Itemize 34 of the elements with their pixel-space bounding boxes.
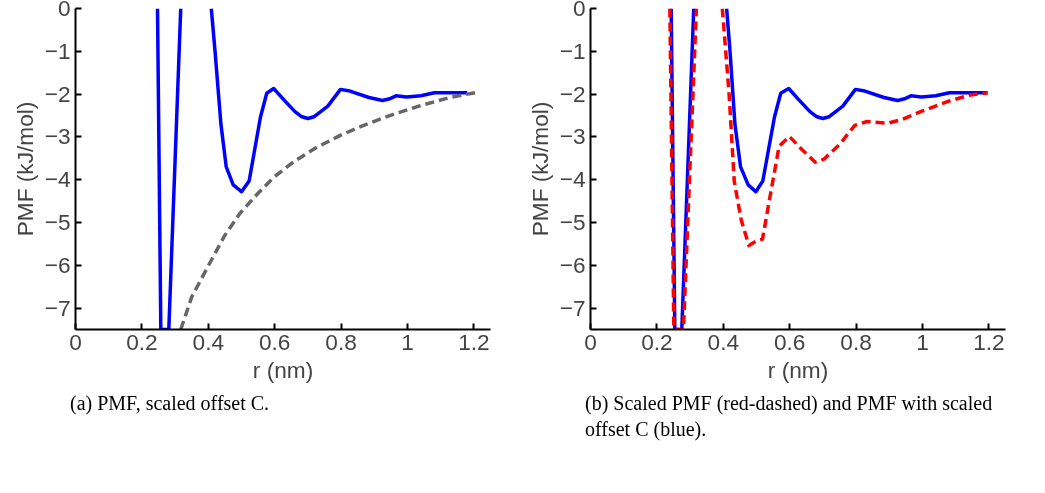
y-tick-label: −1: [44, 37, 71, 64]
y-tick-label: −3: [44, 123, 71, 150]
x-tick-label: 0.4: [192, 328, 225, 355]
y-tick-label: −4: [44, 166, 71, 193]
y-tick-label: 0: [57, 0, 71, 21]
x-axis-title: r (nm): [767, 356, 829, 383]
x-tick-label: 1: [401, 328, 414, 355]
y-tick-label: −5: [559, 209, 586, 235]
y-tick-label: −5: [44, 209, 71, 235]
y-tick-label: −4: [559, 166, 586, 193]
y-tick-label: −1: [559, 37, 586, 64]
y-tick-label: 0: [572, 0, 586, 21]
y-tick-label: −2: [44, 80, 71, 107]
y-axis-title: PMF (kJ/mol): [11, 101, 38, 237]
x-tick-label: 1.2: [458, 328, 490, 355]
y-tick-label: −7: [44, 294, 71, 321]
x-tick-label: 0.8: [325, 328, 357, 355]
y-tick-label: −7: [559, 294, 586, 321]
x-tick-label: 1: [916, 328, 929, 355]
x-tick-label: 0.8: [840, 328, 872, 355]
y-tick-label: −2: [559, 80, 586, 107]
y-axis-title: PMF (kJ/mol): [526, 101, 553, 237]
text: (a) PMF, scaled offset C.: [70, 391, 270, 416]
x-tick-label: 0.2: [641, 328, 673, 355]
y-tick-label: −3: [559, 123, 586, 150]
x-tick-label: 1.2: [973, 328, 1005, 355]
x-tick-label: 0.4: [707, 328, 740, 355]
text: (b) Scaled PMF (red-dashed) and PMF with scaled offset C (blue).: [585, 391, 994, 442]
y-tick-label: −6: [44, 251, 71, 278]
x-axis-title: r (nm): [252, 356, 314, 383]
x-tick-label: 0.6: [773, 328, 806, 355]
x-tick-label: 0.6: [258, 328, 291, 355]
x-tick-label: 0.2: [126, 328, 158, 355]
y-tick-label: −6: [559, 251, 586, 278]
